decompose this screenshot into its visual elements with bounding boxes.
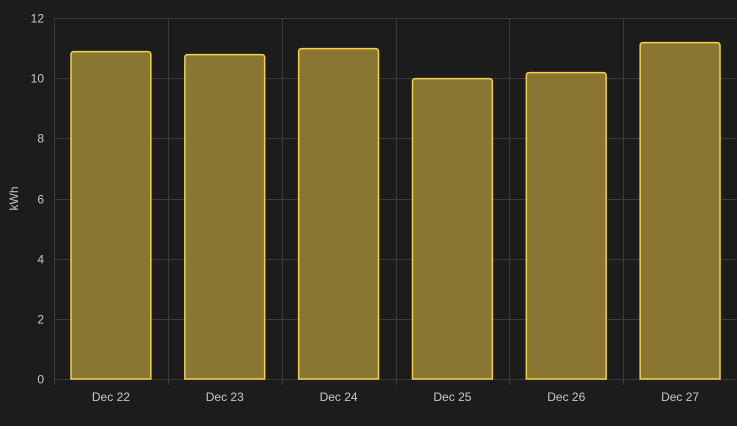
x-tick-label: Dec 22 bbox=[92, 390, 130, 404]
x-tick-label: Dec 25 bbox=[433, 390, 471, 404]
bars bbox=[70, 41, 721, 380]
bar-dec-24 bbox=[297, 47, 380, 380]
bar-dec-25 bbox=[411, 77, 494, 380]
bar-dec-27 bbox=[639, 41, 721, 380]
y-axis-label: kWh bbox=[7, 187, 21, 211]
x-tick-label: Dec 27 bbox=[661, 390, 699, 404]
y-tick-label: 0 bbox=[37, 373, 44, 387]
y-axis: 0 2 4 6 8 10 12 bbox=[31, 12, 45, 387]
y-tick-label: 12 bbox=[31, 12, 45, 26]
y-tick-label: 8 bbox=[37, 132, 44, 146]
x-tick-label: Dec 23 bbox=[206, 390, 244, 404]
x-axis: Dec 22 Dec 23 Dec 24 Dec 25 Dec 26 Dec 27 bbox=[92, 390, 700, 404]
bar-dec-23 bbox=[184, 53, 266, 380]
bar-dec-22 bbox=[70, 50, 152, 380]
y-tick-label: 4 bbox=[37, 253, 44, 267]
x-tick-label: Dec 24 bbox=[320, 390, 358, 404]
grid-lines bbox=[54, 18, 737, 385]
y-tick-label: 10 bbox=[31, 72, 45, 86]
x-tick-label: Dec 26 bbox=[547, 390, 585, 404]
y-tick-label: 2 bbox=[37, 313, 44, 327]
bar-dec-26 bbox=[525, 71, 607, 380]
y-tick-label: 6 bbox=[37, 193, 44, 207]
